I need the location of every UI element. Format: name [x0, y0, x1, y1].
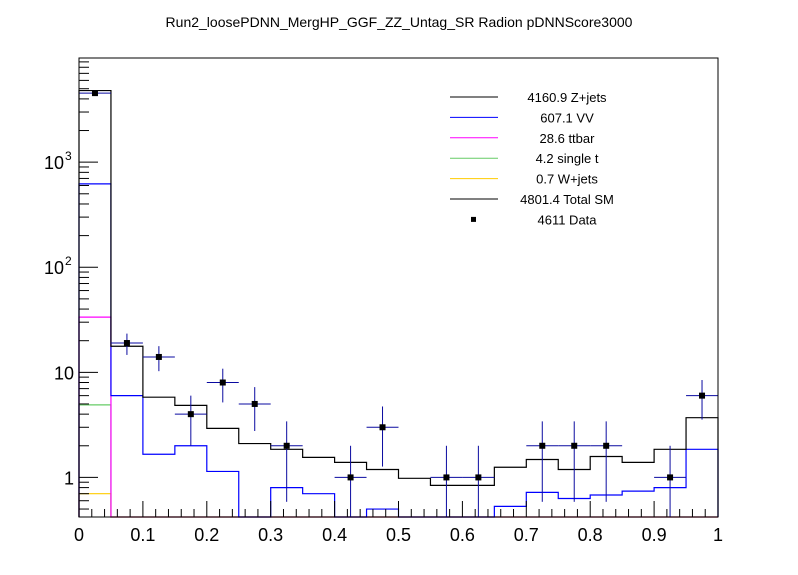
stacked-histograms: [78, 89, 719, 518]
data-marker: [187, 411, 194, 418]
data-marker: [155, 353, 162, 360]
data-marker: [667, 474, 674, 481]
legend-marker-swatch: [471, 216, 476, 222]
legend-label: 0.7 W+jets: [536, 172, 598, 187]
data-marker: [91, 90, 98, 97]
data-points: [79, 90, 718, 517]
legend-entry: 4801.4 Total SM: [450, 192, 614, 207]
data-marker: [443, 474, 450, 481]
data-point: [238, 387, 271, 432]
x-tick-label: 0.5: [386, 525, 411, 545]
data-point: [270, 421, 303, 502]
y-tick-label: 10: [44, 258, 64, 278]
x-tick-label: 0.1: [130, 525, 155, 545]
legend-entry: 0.7 W+jets: [450, 172, 598, 187]
legend: 4160.9 Z+jets 607.1 VV 28.6 ttbar 4.2 singl…: [450, 90, 614, 227]
histogram-ttbar: [78, 316, 718, 518]
histogram-vv: [78, 183, 719, 518]
legend-entry: 4.2 single t: [450, 151, 599, 166]
data-point: [206, 368, 239, 403]
x-tick-label: 0.4: [322, 525, 347, 545]
x-tick-label: 0: [74, 525, 84, 545]
data-marker: [123, 340, 130, 347]
y-tick-exponent: 2: [65, 254, 72, 268]
legend-entry: 28.6 ttbar: [450, 131, 595, 146]
data-point: [142, 346, 175, 372]
legend-label: 4160.9 Z+jets: [527, 90, 607, 105]
data-point: [110, 333, 143, 355]
legend-entry: 607.1 VV: [450, 110, 594, 125]
data-point: [558, 421, 591, 502]
data-point: [654, 445, 687, 517]
data-marker: [603, 442, 610, 449]
legend-label: 4801.4 Total SM: [520, 192, 614, 207]
x-tick-label: 0.8: [578, 525, 603, 545]
y-tick-label: 10: [54, 363, 74, 383]
data-marker: [699, 392, 706, 399]
legend-entry: 4611 Data: [471, 212, 597, 227]
y-tick-label: 10: [44, 153, 64, 173]
data-point: [686, 380, 718, 420]
legend-label: 607.1 VV: [540, 110, 594, 125]
histogram-z-jets: [78, 89, 719, 517]
legend-entry: 4160.9 Z+jets: [450, 90, 607, 105]
data-point: [462, 445, 495, 517]
data-marker: [571, 442, 578, 449]
y-tick-exponent: 3: [65, 149, 72, 163]
data-marker: [347, 474, 354, 481]
legend-label: 4611 Data: [537, 212, 597, 227]
x-tick-label: 0.9: [642, 525, 667, 545]
data-point: [430, 445, 463, 517]
data-point: [174, 395, 207, 446]
x-tick-label: 0.3: [258, 525, 283, 545]
x-tick-label: 0.7: [514, 525, 539, 545]
data-point: [366, 406, 399, 467]
x-tick-label: 0.6: [450, 525, 475, 545]
y-tick-label: 1: [64, 468, 74, 488]
data-marker: [539, 442, 546, 449]
data-marker: [219, 379, 226, 386]
x-tick-label: 1: [713, 525, 723, 545]
data-point: [526, 421, 559, 502]
x-tick-label: 0.2: [194, 525, 219, 545]
data-point: [334, 445, 367, 517]
data-marker: [283, 442, 290, 449]
chart-title: Run2_loosePDNN_MergHP_GGF_ZZ_Untag_SR Ra…: [166, 14, 633, 30]
data-point: [79, 90, 111, 97]
legend-label: 28.6 ttbar: [540, 131, 596, 146]
data-point: [590, 421, 623, 502]
legend-label: 4.2 single t: [536, 151, 599, 166]
data-marker: [475, 474, 482, 481]
data-marker: [251, 400, 258, 407]
data-marker: [379, 424, 386, 431]
